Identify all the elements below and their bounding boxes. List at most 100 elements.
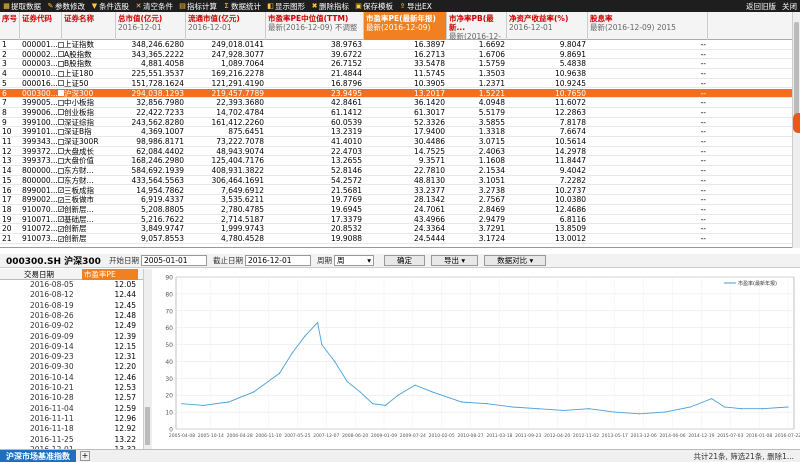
period-select[interactable]: 周 ▾ bbox=[333, 255, 374, 266]
row-checkbox[interactable] bbox=[58, 206, 64, 213]
y-tick-label: 30 bbox=[165, 376, 173, 383]
list-item[interactable]: 2016-08-12 12.44 bbox=[0, 290, 143, 300]
row-checkbox[interactable] bbox=[58, 80, 64, 87]
confirm-button[interactable]: 确定 bbox=[383, 255, 425, 266]
table-row[interactable]: 1 000001... 上证指数 348,246.6280 249,018.0141 38… bbox=[0, 40, 792, 50]
row-checkbox[interactable] bbox=[58, 235, 64, 242]
row-checkbox[interactable] bbox=[58, 225, 64, 232]
table-row[interactable]: 18 910070... 创新层... 5,208.8805 2,780.4785 19.… bbox=[0, 205, 792, 215]
col-pe[interactable]: 市盈率PE bbox=[82, 269, 138, 280]
toolbar-item-3[interactable]: ✕ 清空条件 bbox=[132, 0, 176, 12]
row-checkbox[interactable] bbox=[58, 41, 64, 48]
table-row[interactable]: 2 000002... A股指数 343,365.2222 247,928.3077 39… bbox=[0, 50, 792, 60]
toolbar-item-6[interactable]: ◧ 显示图形 bbox=[264, 0, 308, 12]
end-date-input[interactable]: 2016-12-01 bbox=[244, 255, 311, 266]
list-item[interactable]: 2016-09-02 12.49 bbox=[0, 321, 143, 331]
row-checkbox[interactable] bbox=[58, 167, 64, 174]
list-item[interactable]: 2016-09-14 12.15 bbox=[0, 342, 143, 352]
table-row[interactable]: 6 000300... 沪深300 294,038.1293 219,457.7789 2… bbox=[0, 88, 792, 99]
table-row[interactable]: 8 399006... 创业板指 22,422.7233 14,702.4784 61.1… bbox=[0, 108, 792, 118]
toolbar-right-1[interactable]: 关闭 bbox=[782, 1, 797, 11]
list-item[interactable]: 2016-11-11 12.96 bbox=[0, 414, 143, 424]
table-row[interactable]: 15 800000... 东方财... 433,564.5563 306,464.169… bbox=[0, 176, 792, 186]
table-row[interactable]: 20 910072... 创新层 3,849.9747 1,999.9743 20.853… bbox=[0, 224, 792, 234]
row-checkbox[interactable] bbox=[58, 187, 64, 193]
list-item[interactable]: 2016-10-28 12.57 bbox=[0, 393, 143, 403]
list-item[interactable]: 2016-09-23 12.31 bbox=[0, 352, 143, 362]
toolbar-item-1[interactable]: ✎ 参数修改 bbox=[44, 0, 88, 12]
add-tab-icon[interactable]: + bbox=[80, 451, 90, 461]
list-item[interactable]: 2016-10-21 12.53 bbox=[0, 383, 143, 393]
list-item[interactable]: 2016-09-09 12.39 bbox=[0, 332, 143, 342]
cell-pe_med: 16.8796 bbox=[330, 78, 362, 88]
table-row[interactable]: 12 399372... 大盘成长 62,084.4402 48,943.9074 22.… bbox=[0, 147, 792, 157]
toolbar-item-5[interactable]: Σ 数据统计 bbox=[220, 0, 264, 12]
toolbar-item-4[interactable]: ▤ 指标计算 bbox=[176, 0, 220, 12]
row-checkbox[interactable] bbox=[58, 90, 64, 96]
row-checkbox[interactable] bbox=[58, 70, 64, 77]
row-checkbox[interactable] bbox=[58, 119, 64, 126]
table-row[interactable]: 10 399101... 深证B指 4,369.1007 875.6451 13.2319… bbox=[0, 127, 792, 137]
side-float-badge[interactable] bbox=[793, 113, 800, 133]
row-checkbox[interactable] bbox=[58, 216, 64, 223]
col-header-9[interactable]: 股息率 最新(2016-12-09) 2015 bbox=[588, 12, 708, 40]
table-row[interactable]: 13 399373... 大盘价值 168,246.2980 125,404.7176 1… bbox=[0, 156, 792, 167]
cell-pb: 1.3503 bbox=[478, 69, 505, 79]
table-row[interactable]: 3 000003... B股指数 4,881.4058 1,089.7064 26.715… bbox=[0, 59, 792, 70]
row-checkbox[interactable] bbox=[58, 157, 64, 164]
col-header-8[interactable]: 净资产收益率(%) 2016-12-01 bbox=[507, 12, 588, 40]
list-item[interactable]: 2016-08-26 12.48 bbox=[0, 311, 143, 321]
history-scrollbar[interactable] bbox=[144, 269, 152, 449]
export-button[interactable]: 导出 ▾ bbox=[430, 255, 479, 266]
start-date-input[interactable]: 2005-01-01 bbox=[140, 255, 207, 266]
row-checkbox[interactable] bbox=[58, 177, 64, 184]
list-item[interactable]: 2016-11-18 12.92 bbox=[0, 424, 143, 434]
row-checkbox[interactable] bbox=[58, 148, 64, 155]
toolbar-right-0[interactable]: 返回旧版 bbox=[746, 1, 776, 11]
table-row[interactable]: 4 000010... 上证180 225,551.3537 169,216.2278 2… bbox=[0, 69, 792, 79]
col-header-1[interactable]: 证券代码 bbox=[20, 12, 62, 40]
table-row[interactable]: 21 910073... 创新层 9,057.8553 4,780.4528 19.908… bbox=[0, 234, 792, 244]
col-header-6[interactable]: 市盈率PE(最新年报) 最新(2016-12-09) bbox=[364, 12, 447, 40]
compare-button[interactable]: 数据对比 ▾ bbox=[484, 255, 547, 266]
col-header-0[interactable]: 序号 bbox=[0, 12, 20, 40]
toolbar-item-7[interactable]: ✖ 删除指标 bbox=[308, 0, 352, 12]
scrollbar-thumb[interactable] bbox=[794, 22, 799, 132]
row-checkbox[interactable] bbox=[58, 128, 64, 135]
list-item[interactable]: 2016-11-04 12.59 bbox=[0, 404, 143, 414]
toolbar-item-2[interactable]: ▼ 条件选股 bbox=[88, 0, 132, 12]
col-header-5[interactable]: 市盈率PE中位值(TTM) 最新(2016-12-09) 不调整 bbox=[266, 12, 364, 40]
table-row[interactable]: 16 899001... 三板成指 14,954.7862 7,649.6912 21.5… bbox=[0, 186, 792, 196]
row-checkbox[interactable] bbox=[58, 60, 64, 67]
col-header-3[interactable]: 总市值(亿元) 2016-12-01 bbox=[116, 12, 186, 40]
list-item[interactable]: 2016-10-14 12.46 bbox=[0, 373, 143, 383]
toolbar-item-8[interactable]: ▣ 保存模板 bbox=[352, 0, 396, 12]
list-item[interactable]: 2016-08-05 12.05 bbox=[0, 280, 143, 290]
list-item[interactable]: 2016-09-30 12.20 bbox=[0, 362, 143, 372]
toolbar-item-0[interactable]: ▦ 提取数据 bbox=[0, 0, 44, 12]
col-header-2[interactable]: 证券名称 bbox=[62, 12, 116, 40]
list-item[interactable]: 2016-08-19 12.45 bbox=[0, 301, 143, 311]
cell-pe: 43.4966 bbox=[413, 214, 445, 224]
table-row[interactable]: 19 910071... 基础层... 5,216.7622 2,714.5187 17.… bbox=[0, 215, 792, 225]
table-row[interactable]: 5 000016... 上证50 151,728.1624 121,291.4190 16… bbox=[0, 79, 792, 89]
row-checkbox[interactable] bbox=[58, 51, 64, 58]
sheet-tab[interactable]: 沪深市场基准指数 bbox=[0, 449, 76, 462]
scrollbar-thumb[interactable] bbox=[145, 407, 150, 445]
toolbar-item-9[interactable]: ⇪ 导出EX bbox=[396, 0, 435, 12]
col-header-7[interactable]: 市净率PB(最新...最新(2016-12-09) bbox=[447, 12, 507, 40]
table-row[interactable]: 9 399100... 深证综指 243,562.8280 161,412.2260 60… bbox=[0, 118, 792, 128]
row-checkbox[interactable] bbox=[58, 196, 64, 203]
table-row[interactable]: 17 899002... 三板做市 6,919.4337 3,535.6211 19.77… bbox=[0, 195, 792, 205]
cell-pe: 10.3905 bbox=[413, 78, 445, 88]
table-row[interactable]: 14 800000... 东方财... 584,692.1939 408,931.382… bbox=[0, 166, 792, 176]
list-item[interactable]: 2016-11-25 13.22 bbox=[0, 435, 143, 445]
row-checkbox[interactable] bbox=[58, 99, 64, 106]
row-checkbox[interactable] bbox=[58, 109, 64, 116]
list-item[interactable]: 2016-12-01 13.32 bbox=[0, 445, 143, 449]
row-checkbox[interactable] bbox=[58, 138, 64, 145]
table-row[interactable]: 7 399005... 中小板指 32,856.7980 22,393.3680 42.8… bbox=[0, 98, 792, 108]
col-trade-date[interactable]: 交易日期 bbox=[24, 270, 54, 279]
table-row[interactable]: 11 399343... 深证300R 98,986.8171 73,222.7078 4… bbox=[0, 137, 792, 147]
col-header-4[interactable]: 流通市值(亿元) 2016-12-01 bbox=[186, 12, 266, 40]
